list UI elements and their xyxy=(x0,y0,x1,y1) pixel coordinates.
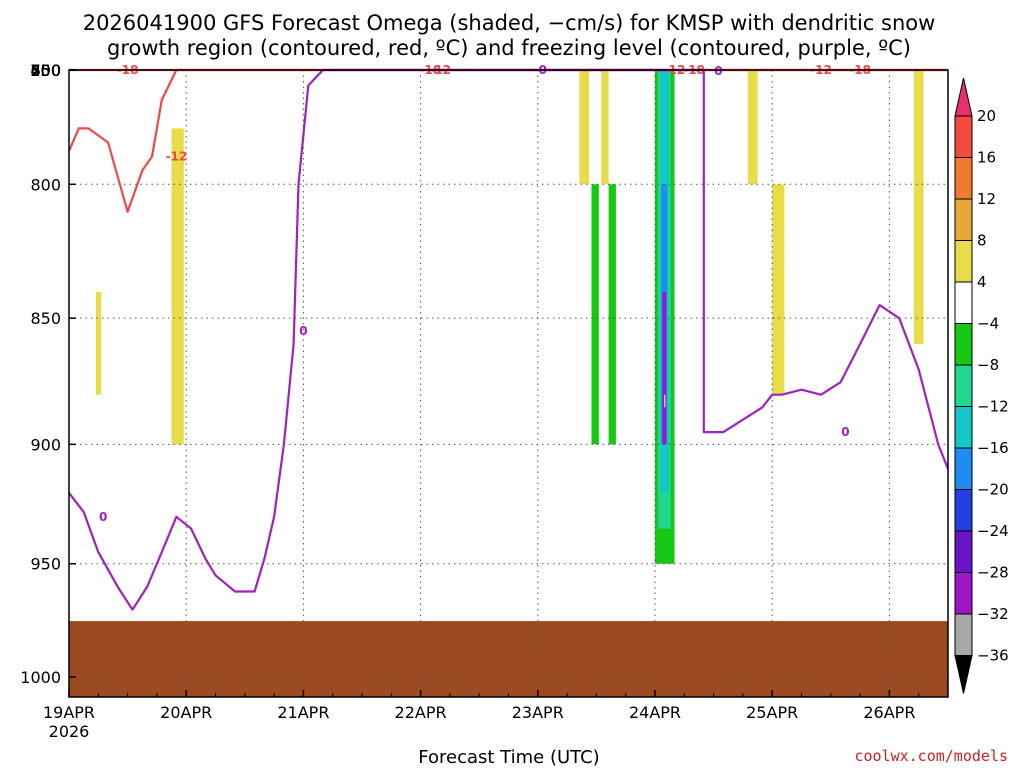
colorbar-segment xyxy=(954,281,973,324)
y-tick-label: 400 xyxy=(30,61,61,80)
x-tick-label: 22APR xyxy=(395,703,447,722)
y-tick-label: 850 xyxy=(30,309,61,328)
x-tick-label: 25APR xyxy=(746,703,798,722)
x-tick-label: 24APR xyxy=(629,703,681,722)
colorbar-segment xyxy=(954,198,973,241)
y-tick-label: 350 xyxy=(30,61,61,80)
colorbar-segment xyxy=(954,530,973,573)
x-axis-title: Forecast Time (UTC) xyxy=(418,747,599,768)
y-tick-label: 250 xyxy=(30,61,61,80)
colorbar-label: −36 xyxy=(977,647,1009,665)
x-tick-label: 23APR xyxy=(512,703,564,722)
ground-layer xyxy=(69,621,948,697)
colorbar-segment xyxy=(954,613,973,656)
contour-label: 0 xyxy=(841,425,849,439)
x-tick-label: 21APR xyxy=(277,703,329,722)
colorbar-segment xyxy=(954,115,973,158)
colorbar-label: −8 xyxy=(977,356,999,374)
colorbar-label: −28 xyxy=(977,564,1009,582)
y-tick-label: 550 xyxy=(30,61,61,80)
y-tick-label: 950 xyxy=(30,555,61,574)
contour-label: 0 xyxy=(99,510,107,524)
chart-title: 2026041900 GFS Forecast Omega (shaded, −… xyxy=(83,11,936,60)
omega-cell xyxy=(662,292,667,445)
colorbar-segment xyxy=(954,406,973,449)
contour-label: 0 xyxy=(299,324,307,338)
colorbar-label: −32 xyxy=(977,605,1009,623)
omega-cell xyxy=(171,128,184,445)
y-tick-label: 900 xyxy=(30,435,61,454)
y-tick-label: 600 xyxy=(30,61,61,80)
colorbar-label: 16 xyxy=(977,149,996,167)
contour-label: 0 xyxy=(714,64,722,78)
colorbar-label: −24 xyxy=(977,522,1009,540)
omega-cell xyxy=(601,70,609,185)
colorbar-label: −12 xyxy=(977,398,1009,416)
title-line-1: 2026041900 GFS Forecast Omega (shaded, −… xyxy=(83,11,936,35)
plot-background xyxy=(69,70,948,697)
x-tick-label: 20APR xyxy=(160,703,212,722)
contour-label: -12 xyxy=(166,150,188,164)
colorbar-label: 8 xyxy=(977,232,987,250)
colorbar-segment xyxy=(954,489,973,532)
omega-cell xyxy=(772,184,785,395)
omega-cell xyxy=(95,292,102,395)
colorbar-label: −16 xyxy=(977,439,1009,457)
y-tick-label: 700 xyxy=(30,61,61,80)
colorbar-segment xyxy=(954,323,973,366)
plot-area xyxy=(69,70,948,697)
omega-cell xyxy=(664,394,666,408)
colorbar-segment xyxy=(954,447,973,490)
y-tick-label: 500 xyxy=(30,61,61,80)
x-tick-label: 19APR xyxy=(43,703,95,722)
x-tick-label: 26APR xyxy=(863,703,915,722)
omega-cell xyxy=(608,184,616,445)
colorbar-label: −20 xyxy=(977,481,1009,499)
y-tick-label: 750 xyxy=(30,61,61,80)
y-tick-label: 800 xyxy=(30,175,61,194)
omega-cell xyxy=(591,184,599,445)
colorbar-segment xyxy=(954,572,973,615)
colorbar-segment xyxy=(954,157,973,200)
colorbar: 20 16 12 8 4 −4 −8 −12 −16 −20 −24 −28 −32 −36 xyxy=(954,77,1009,694)
omega-cell xyxy=(913,70,924,344)
colorbar-bottom-arrow xyxy=(954,655,973,694)
omega-cell xyxy=(747,70,758,185)
title-line-2: growth region (contoured, red, ºC) and f… xyxy=(107,36,911,60)
omega-cell xyxy=(579,70,590,185)
y-tick-label: 450 xyxy=(30,61,61,80)
y-tick-label: 650 xyxy=(30,61,61,80)
colorbar-segment xyxy=(954,364,973,407)
x-tick-sublabel: 2026 xyxy=(49,722,90,741)
colorbar-top-arrow xyxy=(954,77,973,117)
colorbar-label: 4 xyxy=(977,273,987,291)
y-tick-label: 300 xyxy=(30,61,61,80)
ground-surface xyxy=(69,621,948,697)
omega-shading xyxy=(86,70,948,564)
colorbar-label: 20 xyxy=(977,107,996,125)
colorbar-label: −4 xyxy=(977,315,999,333)
y-tick-label: 1000 xyxy=(20,668,61,687)
colorbar-segment xyxy=(954,240,973,283)
credit-text: coolwx.com/models xyxy=(854,747,1008,765)
colorbar-label: 12 xyxy=(977,190,996,208)
